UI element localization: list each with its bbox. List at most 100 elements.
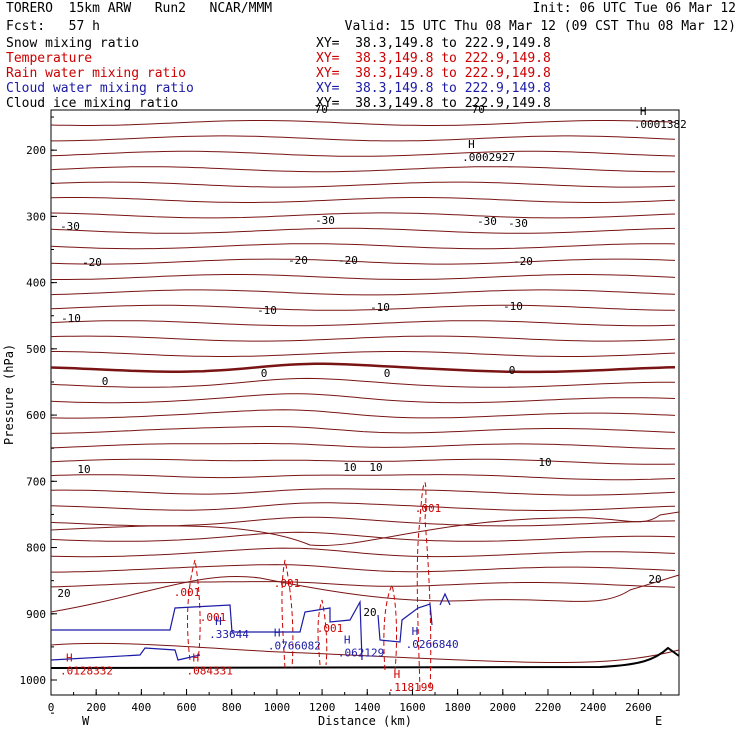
isotherm-label: -30 [477, 215, 497, 228]
cloud-water-contour [50, 647, 201, 661]
isotherm-label: -20 [288, 254, 308, 267]
isotherm-line [50, 393, 676, 404]
rain-contour-label: .001 [200, 611, 227, 624]
x-axis-label: Distance (km) [318, 714, 412, 728]
isotherm-line [50, 212, 676, 219]
isotherm-line [50, 547, 676, 558]
isotherm-label: 0 [509, 364, 516, 377]
high-value-label: .0128332 [60, 664, 113, 677]
high-marker: H [344, 634, 351, 647]
isotherm-line [50, 511, 680, 547]
isotherm-line [50, 243, 676, 250]
isotherm-line [50, 120, 676, 126]
x-tick-label: 2600 [625, 701, 652, 714]
isotherm-label: -70 [308, 103, 328, 116]
y-tick-label: 500 [26, 343, 46, 356]
cloud-water-contour [51, 599, 363, 661]
isotherm-label: 0 [261, 367, 268, 380]
rain-contour [187, 559, 201, 661]
isotherm-line [50, 181, 676, 188]
x-tick-label: 200 [86, 701, 106, 714]
x-tick-label: 600 [177, 701, 197, 714]
isotherm-label: -10 [370, 301, 390, 314]
isotherm-line [50, 320, 676, 327]
x-tick-label: 1600 [399, 701, 426, 714]
field-name-temperature: Temperature [6, 51, 93, 66]
y-tick-label: 800 [26, 542, 46, 555]
isotherm-label: -30 [508, 217, 528, 230]
isotherm-line [50, 458, 676, 465]
isotherm-label: 10 [538, 456, 551, 469]
x-tick-label: 1400 [354, 701, 381, 714]
high-value-label: .33644 [209, 628, 249, 641]
high-marker: H [412, 625, 419, 638]
rain-contour-label: .001 [274, 577, 301, 590]
isotherm-label: 0 [384, 367, 391, 380]
isotherm-label: -10 [61, 312, 81, 325]
isotherm-label: 10 [343, 461, 356, 474]
high-value-label: .0001382 [634, 118, 687, 131]
x-tick-label: 2000 [490, 701, 517, 714]
isotherm-label: 10 [369, 461, 382, 474]
isotherm-line [51, 135, 676, 142]
x-tick-label: 2200 [535, 701, 562, 714]
x-tick-label: 800 [222, 701, 242, 714]
rain-contour [317, 599, 328, 666]
cloud-water-contour [377, 603, 433, 643]
isotherm-label: -10 [257, 304, 277, 317]
rain-contour [383, 583, 398, 671]
isotherm-line [51, 564, 676, 573]
isotherm-line [50, 377, 675, 388]
isotherm-label: 0 [102, 375, 109, 388]
isotherm-line [50, 488, 676, 496]
isotherm-line [50, 227, 676, 234]
x-tick-label: 1000 [264, 701, 291, 714]
isotherm-line [50, 289, 676, 296]
isotherm-line [50, 502, 676, 511]
isotherm-line [50, 443, 676, 450]
isotherm-label: 10 [77, 463, 90, 476]
rain-contour [281, 559, 294, 669]
valid-time: Valid: 15 UTC Thu 08 Mar 12 (09 CST Thu … [344, 19, 736, 34]
rain-contour-label: .001 [317, 622, 344, 635]
high-marker: H [193, 651, 200, 664]
field-xy-cloud-water: XY= 38.3,149.8 to 222.9,149.8 [316, 81, 551, 96]
isotherm-line [50, 197, 676, 203]
high-value-label: .0002927 [462, 151, 515, 164]
high-marker: H [394, 668, 401, 681]
high-value-label: .118199 [388, 681, 434, 694]
east-label: E [655, 714, 662, 728]
isotherm-label: 20 [57, 587, 70, 600]
isotherm-line [50, 304, 676, 311]
x-tick-label: 1800 [444, 701, 471, 714]
field-name-rain: Rain water mixing ratio [6, 66, 187, 81]
y-tick-label: 400 [26, 277, 46, 290]
y-tick-label: 200 [26, 144, 46, 157]
isotherm-line [50, 258, 676, 265]
x-tick-label: 2400 [580, 701, 607, 714]
isotherm-label: -70 [465, 103, 485, 116]
isotherm-line [50, 166, 675, 173]
rain-contour-label: .001 [415, 502, 442, 515]
isotherm-line [50, 642, 680, 663]
isotherm-label: -20 [338, 254, 358, 267]
isotherm-line [50, 362, 676, 374]
forecast-hour: Fcst: 57 h [6, 19, 100, 34]
init-time: Init: 06 UTC Tue 06 Mar 12 [532, 1, 737, 16]
x-tick-label: 400 [131, 701, 151, 714]
isotherm-line [50, 335, 676, 342]
isotherm-label: -20 [82, 256, 102, 269]
isotherm-label: 20 [363, 606, 376, 619]
y-tick-label: 600 [26, 409, 46, 422]
field-xy-snow: XY= 38.3,149.8 to 222.9,149.8 [316, 36, 551, 51]
y-tick-label: 700 [26, 475, 46, 488]
high-marker: H [66, 651, 73, 664]
isotherm-label: -30 [60, 220, 80, 233]
isotherm-label: -20 [513, 255, 533, 268]
isotherm-line [50, 474, 676, 481]
isotherm-line [51, 274, 676, 280]
x-tick-label: 1200 [309, 701, 336, 714]
high-marker: H [640, 105, 647, 118]
isotherm-label: 20 [648, 573, 661, 586]
